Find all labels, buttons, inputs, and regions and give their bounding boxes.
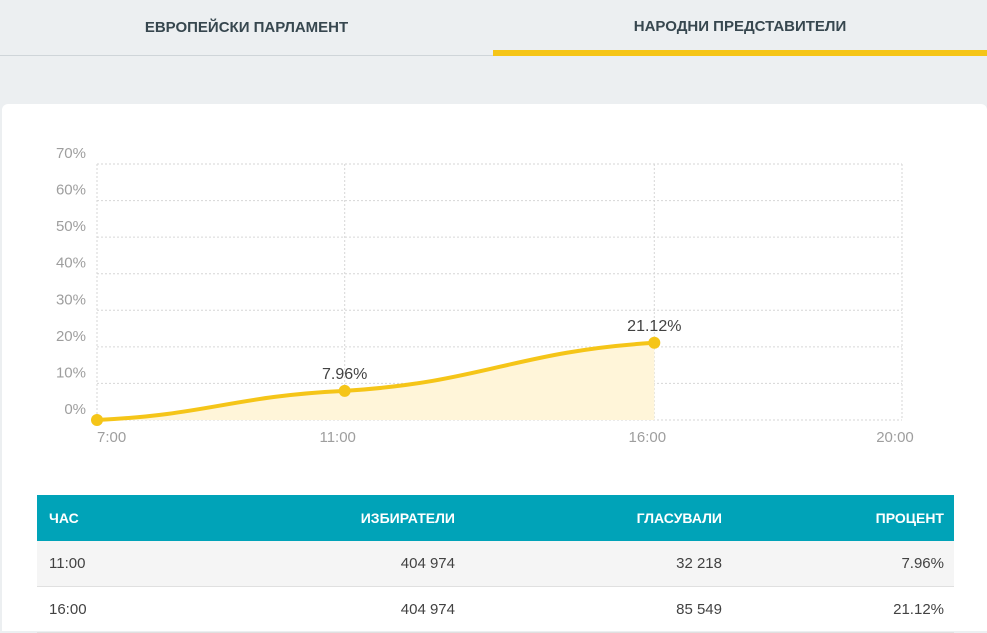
cell-voted: 32 218	[676, 555, 722, 572]
series-area	[97, 342, 655, 420]
tab-european-parliament[interactable]: ЕВРОПЕЙСКИ ПАРЛАМЕНТ	[0, 0, 493, 56]
data-label: 21.12%	[627, 318, 681, 335]
y-tick-label: 10%	[56, 364, 86, 381]
header-voted[interactable]: ГЛАСУВАЛИ	[636, 510, 722, 526]
header-voters[interactable]: ИЗБИРАТЕЛИ	[360, 510, 455, 526]
cell-hour: 11:00	[49, 555, 86, 572]
x-tick-label: 16:00	[629, 429, 667, 446]
y-tick-label: 40%	[56, 255, 86, 272]
tab-national-representatives[interactable]: НАРОДНИ ПРЕДСТАВИТЕЛИ	[493, 0, 987, 56]
x-tick-label: 20:00	[876, 429, 914, 446]
x-tick-label: 7:00	[97, 429, 126, 446]
cell-hour: 16:00	[49, 601, 87, 618]
results-card: 0% 10% 20% 30% 40% 50% 60% 70% 7:00 11:00 16:00 20:…	[2, 104, 987, 633]
data-point	[91, 414, 103, 426]
y-tick-label: 70%	[56, 145, 86, 162]
table-row: 11:00 404 974 32 218 7.96%	[37, 541, 954, 587]
data-point	[338, 384, 351, 397]
turnout-chart: 0% 10% 20% 30% 40% 50% 60% 70% 7:00 11:00 16:00 20:…	[56, 145, 914, 446]
y-tick-label: 20%	[56, 328, 86, 345]
data-label: 7.96%	[322, 366, 367, 383]
cell-voters: 404 974	[400, 601, 455, 618]
y-tick-label: 0%	[64, 401, 86, 418]
header-hour[interactable]: ЧАС	[49, 510, 79, 526]
cell-percent: 21.12%	[893, 601, 944, 618]
y-tick-label: 30%	[56, 291, 86, 308]
header-percent[interactable]: ПРОЦЕНТ	[875, 510, 944, 526]
data-point	[648, 336, 661, 349]
y-tick-label: 60%	[56, 182, 86, 199]
table-row: 16:00 404 974 85 549 21.12%	[37, 587, 954, 633]
y-tick-label: 50%	[56, 218, 86, 235]
tab-bar: ЕВРОПЕЙСКИ ПАРЛАМЕНТ НАРОДНИ ПРЕДСТАВИТЕ…	[0, 0, 987, 56]
table-header-row: ЧАС ИЗБИРАТЕЛИ ГЛАСУВАЛИ ПРОЦЕНТ	[37, 495, 954, 541]
turnout-table: ЧАС ИЗБИРАТЕЛИ ГЛАСУВАЛИ ПРОЦЕНТ 11:00 4…	[37, 495, 954, 633]
cell-percent: 7.96%	[901, 555, 944, 572]
cell-voters: 404 974	[400, 555, 455, 572]
x-tick-label: 11:00	[319, 429, 355, 446]
cell-voted: 85 549	[676, 601, 722, 618]
